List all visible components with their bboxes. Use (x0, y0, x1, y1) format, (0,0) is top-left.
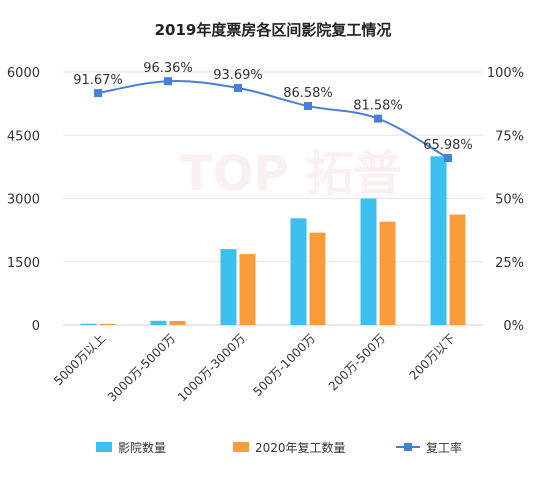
watermark: TOP 拓普 (180, 146, 401, 202)
bar (360, 198, 377, 325)
rate-point (234, 83, 242, 92)
y-axis-left: 0 1500 3000 4500 6000 (7, 66, 40, 334)
x-tick-label: 500万-1000万 (250, 331, 318, 399)
y-left-tick-label: 6000 (7, 66, 40, 81)
y-right-tick-label: 25% (495, 256, 524, 271)
bar (449, 214, 466, 325)
rate-data-label: 81.58% (353, 99, 403, 114)
legend-swatch (233, 442, 249, 452)
rate-point (304, 101, 312, 110)
rate-data-label: 86.58% (283, 86, 333, 101)
y-left-tick-label: 0 (32, 319, 40, 334)
bar (430, 156, 447, 325)
bar (379, 221, 396, 325)
y-left-tick-label: 3000 (7, 193, 40, 208)
watermark-text: TOP 拓普 (180, 146, 401, 202)
legend-label: 影院数量 (118, 440, 166, 455)
legend: 影院数量 2020年复工数量 复工率 (96, 440, 462, 455)
rate-point (374, 114, 382, 123)
legend-label: 复工率 (426, 440, 462, 455)
bar (80, 323, 97, 325)
bar-series (80, 156, 466, 325)
bar (169, 320, 186, 325)
y-left-tick-label: 4500 (7, 129, 40, 144)
gridlines (63, 71, 483, 326)
rate-data-label: 91.67% (73, 73, 123, 88)
y-right-tick-label: 100% (487, 66, 524, 81)
rate-point (444, 154, 452, 163)
legend-swatch (96, 442, 112, 452)
y-axis-right: 0% 25% 50% 75% 100% (487, 66, 524, 334)
rate-point (94, 89, 102, 98)
bar (239, 254, 256, 325)
y-right-tick-label: 50% (495, 193, 524, 208)
x-tick-label: 200万以下 (407, 331, 459, 383)
chart-title: 2019年度票房各区间影院复工情况 (155, 21, 392, 39)
bar (220, 249, 237, 325)
bar (309, 232, 326, 325)
x-tick-label: 3000万-5000万 (105, 331, 178, 404)
y-right-tick-label: 0% (503, 319, 524, 334)
y-right-tick-label: 75% (495, 129, 524, 144)
x-tick-label: 5000万以上 (51, 331, 108, 388)
rate-data-label: 65.98% (423, 138, 473, 153)
rate-data-label: 93.69% (213, 68, 263, 83)
rate-point (164, 77, 172, 86)
rate-data-label: 96.36% (143, 61, 193, 76)
x-tick-label: 1000万-3000万 (175, 331, 248, 404)
bar (99, 323, 116, 325)
line-series: 91.67% 96.36% 93.69% 86.58% 81.58% 65.98% (73, 61, 473, 163)
legend-swatch-marker (404, 443, 412, 451)
y-left-tick-label: 1500 (7, 256, 40, 271)
bar (150, 320, 167, 325)
x-tick-label: 200万-500万 (326, 331, 388, 393)
bar (290, 218, 307, 325)
legend-label: 2020年复工数量 (255, 440, 346, 455)
rate-line (97, 80, 449, 159)
